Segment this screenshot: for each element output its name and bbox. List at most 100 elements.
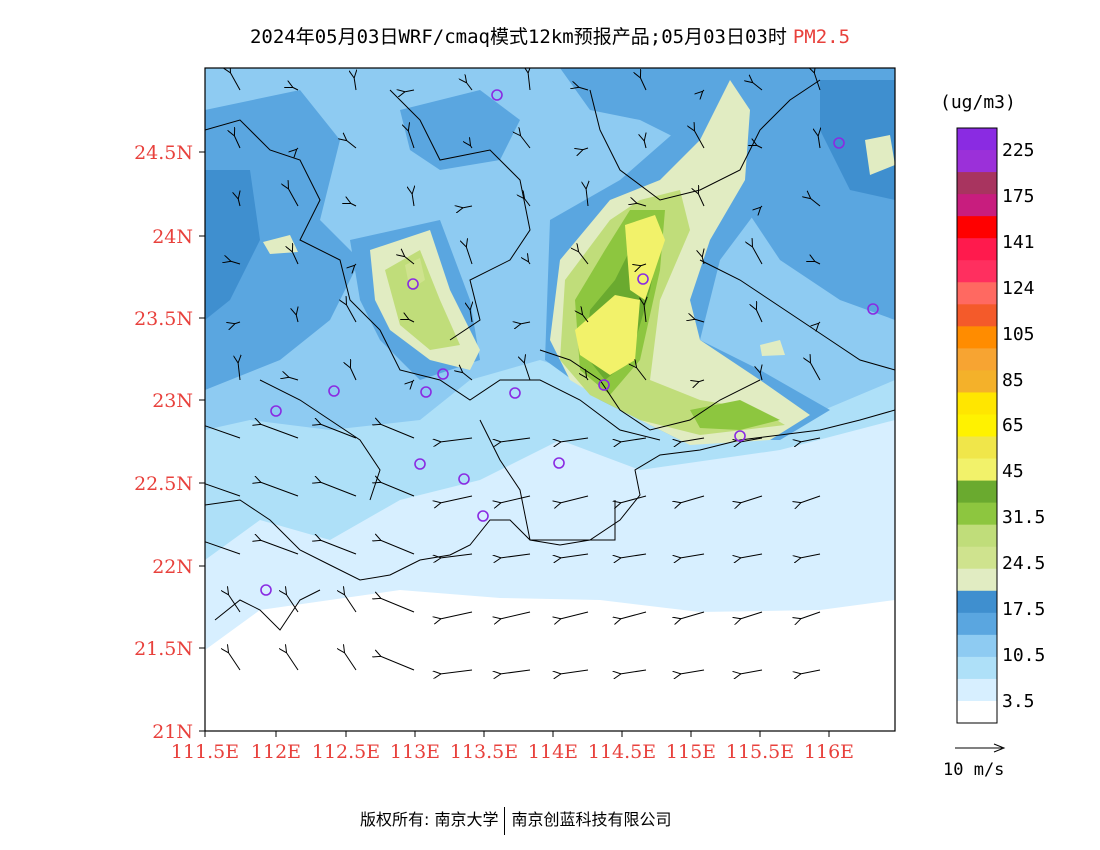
colorbar-label: 105 — [1002, 323, 1035, 345]
wind-arrow — [698, 193, 705, 207]
wind-arrow — [412, 193, 414, 207]
wind-arrow — [800, 553, 821, 558]
wind-arrow — [408, 130, 415, 149]
lon-label: 116E — [804, 741, 854, 763]
colorbar-swatch — [957, 238, 997, 261]
wind-arrow — [818, 321, 821, 324]
lat-label: 22.5N — [134, 473, 193, 495]
wind-arrow — [440, 669, 473, 674]
wind-arrow — [560, 495, 589, 503]
wind-arrow — [346, 140, 357, 149]
wind-arrow — [462, 206, 473, 208]
wind-arrow — [404, 90, 415, 92]
wind-arrow — [800, 495, 821, 503]
station-marker — [420, 386, 432, 398]
wind-arrow — [582, 147, 589, 150]
station-marker — [491, 89, 503, 101]
colorbar-swatch — [957, 150, 997, 173]
wind-arrow — [238, 362, 240, 381]
wind-arrow — [228, 594, 241, 613]
wind-arrow — [380, 598, 415, 613]
wind-arrow — [288, 377, 299, 381]
wind-arrow — [582, 314, 589, 323]
wind-arrow — [560, 437, 589, 442]
colorbar-swatch — [957, 370, 997, 393]
wind-arrow — [680, 495, 705, 503]
colorbar-swatch — [957, 282, 997, 305]
wind-reference-label: 10 m/s — [943, 760, 1005, 780]
wind-arrow — [380, 424, 415, 439]
colorbar-swatch — [957, 128, 997, 151]
station-marker — [833, 137, 845, 149]
colorbar-swatch — [957, 458, 997, 482]
wind-arrow — [680, 669, 705, 674]
wind-arrow — [644, 304, 646, 323]
wind-arrow — [620, 495, 647, 503]
wind-arrow — [680, 553, 705, 558]
wind-arrow — [292, 87, 299, 91]
wind-arrow — [680, 611, 705, 619]
lat-label: 24.5N — [134, 142, 193, 164]
colorbar-label: 85 — [1002, 369, 1024, 391]
wind-arrow — [740, 437, 763, 442]
lat-label: 21N — [152, 721, 193, 743]
colorbar-label: 124 — [1002, 277, 1035, 299]
colorbar-swatch — [957, 172, 997, 195]
wind-arrow — [466, 246, 473, 265]
station-marker — [260, 584, 272, 596]
station-marker — [477, 510, 489, 522]
wind-arrow — [286, 594, 299, 613]
lon-label: 114E — [528, 741, 578, 763]
colorbar-swatch — [957, 392, 997, 415]
copyright-footer: 版权所有: 南京大学 南京创蓝科技有限公司 — [360, 806, 672, 835]
lat-label: 23N — [152, 390, 193, 412]
wind-arrow — [230, 72, 241, 91]
wind-arrow — [440, 611, 473, 619]
colorbar-swatch — [957, 590, 997, 614]
wind-arrow — [440, 553, 473, 558]
colorbar-swatch — [957, 436, 997, 460]
wind-arrow — [694, 319, 705, 323]
wind-arrow — [756, 309, 763, 323]
lat-label: 23.5N — [134, 308, 193, 330]
wind-arrow — [636, 203, 647, 207]
wind-arrow — [644, 140, 646, 149]
colorbar-label: 3.5 — [1002, 690, 1035, 712]
wind-arrow — [500, 611, 531, 619]
lon-label: 113E — [390, 741, 440, 763]
wind-arrow — [320, 540, 357, 555]
wind-arrow — [205, 541, 241, 555]
wind-arrow — [296, 147, 299, 150]
wind-arrow — [756, 145, 763, 149]
colorbar-swatch — [957, 194, 997, 217]
colorbar-swatch — [957, 502, 997, 526]
wind-arrow — [404, 256, 415, 265]
wind-arrow — [440, 495, 473, 503]
wind-arrow — [228, 652, 241, 671]
colorbar-frame — [956, 127, 998, 724]
wind-arrow — [500, 553, 531, 558]
wind-arrow — [470, 309, 472, 323]
lat-label: 21.5N — [134, 638, 193, 660]
wind-arrow — [740, 495, 763, 503]
wind-arrow — [500, 669, 531, 674]
wind-arrow — [620, 669, 647, 674]
station-marker — [407, 278, 419, 290]
wind-arrow — [586, 188, 588, 207]
wind-arrow — [814, 72, 821, 91]
lon-label: 113.5E — [450, 741, 518, 763]
wind-arrow — [320, 482, 357, 497]
colorbar-swatch — [957, 634, 997, 658]
colorbar-swatch — [957, 524, 997, 548]
wind-arrow — [462, 372, 473, 381]
colorbar-label: 31.5 — [1002, 507, 1046, 529]
wind-arrow — [466, 82, 473, 91]
footer-right: 南京创蓝科技有限公司 — [511, 810, 672, 829]
colorbar-label: 65 — [1002, 415, 1024, 437]
colorbar-swatch — [957, 304, 997, 327]
colorbar-label: 45 — [1002, 461, 1024, 483]
wind-arrow — [296, 314, 298, 323]
wind-arrow — [380, 540, 415, 555]
wind-arrow — [380, 482, 415, 497]
